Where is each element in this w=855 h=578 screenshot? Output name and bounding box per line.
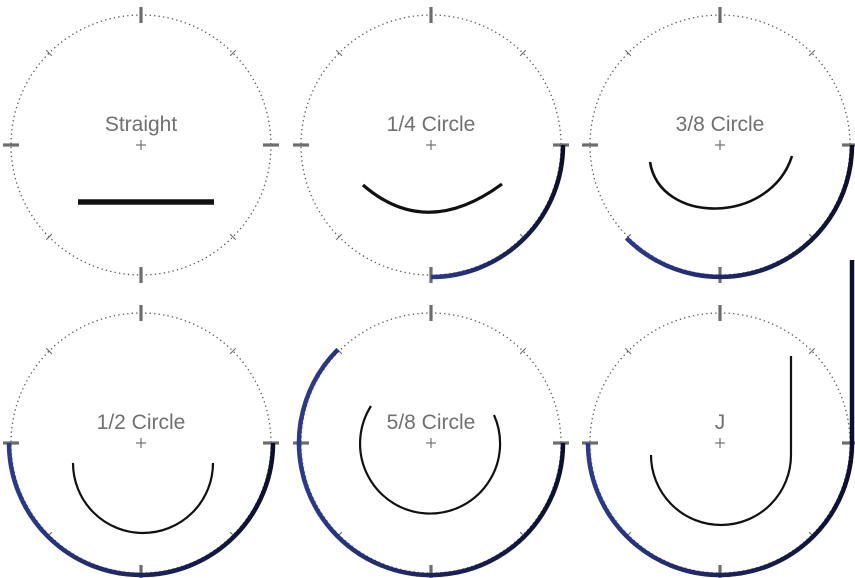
minor-tick	[808, 347, 816, 355]
panel-label: Straight	[105, 113, 178, 136]
panel-label: 1/2 Circle	[97, 411, 186, 434]
minor-tick	[519, 347, 527, 355]
needle-shape	[361, 182, 503, 214]
panel-five-eighths-circle: 5/8 Circle	[293, 305, 569, 578]
minor-tick	[335, 49, 343, 57]
panel-label: 3/8 Circle	[676, 113, 765, 136]
center-plus-icon	[426, 438, 436, 448]
center-plus-icon	[715, 438, 725, 448]
minor-tick	[808, 49, 816, 57]
center-plus-icon	[715, 140, 725, 150]
panel-quarter-circle: 1/4 Circle	[293, 7, 569, 283]
minor-tick	[229, 347, 237, 355]
panel-straight: Straight	[3, 7, 279, 283]
needle-shape	[71, 462, 215, 535]
curvature-arc	[585, 260, 855, 578]
minor-tick	[335, 233, 343, 241]
minor-tick	[624, 49, 632, 57]
minor-tick	[45, 347, 53, 355]
minor-tick	[45, 49, 53, 57]
curvature-arc	[625, 144, 855, 280]
panel-label: 5/8 Circle	[387, 411, 476, 434]
center-plus-icon	[136, 438, 146, 448]
minor-tick	[624, 347, 632, 355]
panel-j-shape: J	[582, 260, 855, 578]
panel-label: 1/4 Circle	[387, 113, 476, 136]
curvature-arc	[296, 348, 566, 578]
curvature-arc	[6, 442, 276, 578]
center-plus-icon	[426, 140, 436, 150]
minor-tick	[45, 233, 53, 241]
minor-tick	[519, 49, 527, 57]
minor-tick	[229, 233, 237, 241]
panel-half-circle: 1/2 Circle	[3, 305, 279, 578]
curvature-arc	[430, 144, 566, 280]
needle-shape	[649, 356, 793, 527]
needle-shape	[648, 155, 794, 210]
needle-shape	[359, 405, 502, 515]
panel-label: J	[715, 411, 726, 434]
minor-tick	[229, 49, 237, 57]
panel-three-eighths-circle: 3/8 Circle	[582, 7, 855, 283]
